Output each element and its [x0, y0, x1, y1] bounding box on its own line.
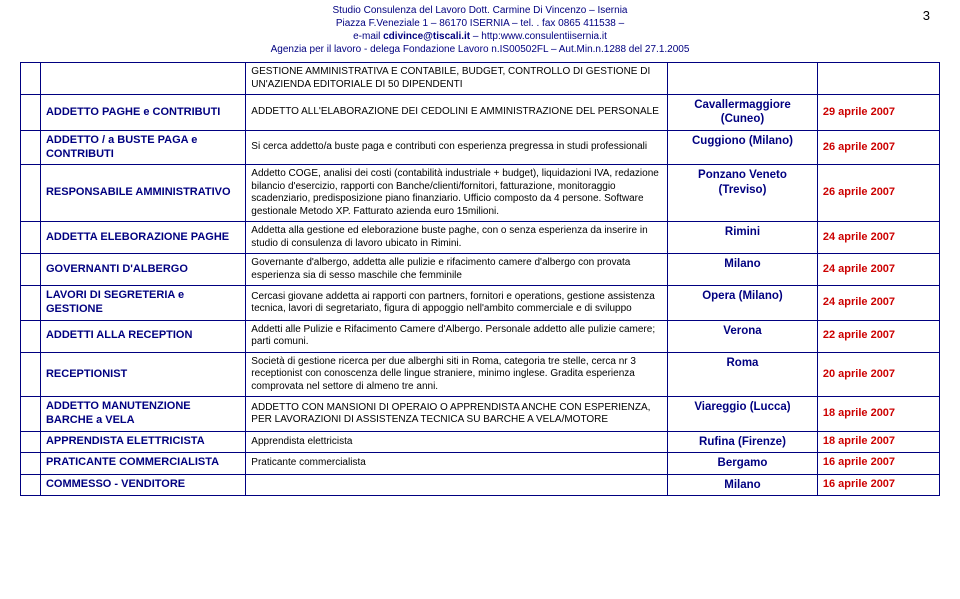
job-date: 16 aprile 2007	[817, 453, 939, 474]
job-location: Viareggio (Lucca)	[668, 397, 818, 432]
spacer-cell	[21, 95, 41, 131]
job-description: Addetto COGE, analisi dei costi (contabi…	[246, 165, 668, 222]
spacer-cell	[668, 63, 818, 95]
spacer-cell	[21, 286, 41, 321]
job-description: ADDETTO ALL'ELABORAZIONE DEI CEDOLINI E …	[246, 95, 668, 131]
table-row: APPRENDISTA ELETTRICISTAApprendista elet…	[21, 431, 940, 452]
top-desc: GESTIONE AMMINISTRATIVA E CONTABILE, BUD…	[246, 63, 668, 95]
page-header: 3 Studio Consulenza del Lavoro Dott. Car…	[20, 4, 940, 56]
spacer-cell	[21, 165, 41, 222]
job-description: ADDETTO CON MANSIONI DI OPERAIO O APPREN…	[246, 397, 668, 432]
job-location: Milano	[668, 474, 818, 495]
job-title: COMMESSO - VENDITORE	[40, 474, 245, 495]
job-description: Si cerca addetto/a buste paga e contribu…	[246, 130, 668, 165]
job-date: 26 aprile 2007	[817, 165, 939, 222]
job-title: LAVORI DI SEGRETERIA e GESTIONE	[40, 286, 245, 321]
job-description: Apprendista elettricista	[246, 431, 668, 452]
table-row: ADDETTO PAGHE e CONTRIBUTIADDETTO ALL'EL…	[21, 95, 940, 131]
table-header-row: GESTIONE AMMINISTRATIVA E CONTABILE, BUD…	[21, 63, 940, 95]
job-location: Cuggiono (Milano)	[668, 130, 818, 165]
job-title: GOVERNANTI D'ALBERGO	[40, 254, 245, 286]
job-title: ADDETTA ELEBORAZIONE PAGHE	[40, 222, 245, 254]
table-row: COMMESSO - VENDITORE Milano16 aprile 2007	[21, 474, 940, 495]
spacer-cell	[21, 63, 41, 95]
job-title: RESPONSABILE AMMINISTRATIVO	[40, 165, 245, 222]
job-location: Milano	[668, 254, 818, 286]
job-title: RECEPTIONIST	[40, 352, 245, 397]
job-description	[246, 474, 668, 495]
job-description: Addetti alle Pulizie e Rifacimento Camer…	[246, 320, 668, 352]
job-location: Rufina (Firenze)	[668, 431, 818, 452]
spacer-cell	[21, 222, 41, 254]
spacer-cell	[21, 130, 41, 165]
header-line-1: Studio Consulenza del Lavoro Dott. Carmi…	[20, 4, 940, 17]
job-title: ADDETTO / a BUSTE PAGA e CONTRIBUTI	[40, 130, 245, 165]
job-title: ADDETTI ALLA RECEPTION	[40, 320, 245, 352]
table-row: ADDETTO MANUTENZIONE BARCHE a VELAADDETT…	[21, 397, 940, 432]
job-date: 26 aprile 2007	[817, 130, 939, 165]
job-title: APPRENDISTA ELETTRICISTA	[40, 431, 245, 452]
table-row: RECEPTIONISTSocietà di gestione ricerca …	[21, 352, 940, 397]
header-line-3: e-mail cdivince@tiscali.it – http:www.co…	[20, 30, 940, 43]
spacer-cell	[817, 63, 939, 95]
job-date: 24 aprile 2007	[817, 222, 939, 254]
job-title: ADDETTO PAGHE e CONTRIBUTI	[40, 95, 245, 131]
job-date: 24 aprile 2007	[817, 286, 939, 321]
job-location: Verona	[668, 320, 818, 352]
table-row: ADDETTI ALLA RECEPTIONAddetti alle Puliz…	[21, 320, 940, 352]
job-date: 24 aprile 2007	[817, 254, 939, 286]
job-location: Roma	[668, 352, 818, 397]
job-description: Governante d'albergo, addetta alle puliz…	[246, 254, 668, 286]
job-description: Cercasi giovane addetta ai rapporti con …	[246, 286, 668, 321]
page-number: 3	[923, 8, 930, 25]
header-line-4: Agenzia per il lavoro - delega Fondazion…	[20, 43, 940, 56]
spacer-cell	[21, 352, 41, 397]
table-row: ADDETTA ELEBORAZIONE PAGHEAddetta alla g…	[21, 222, 940, 254]
job-description: Praticante commercialista	[246, 453, 668, 474]
table-row: ADDETTO / a BUSTE PAGA e CONTRIBUTISi ce…	[21, 130, 940, 165]
table-row: PRATICANTE COMMERCIALISTAPraticante comm…	[21, 453, 940, 474]
job-location: Bergamo	[668, 453, 818, 474]
spacer-cell	[21, 320, 41, 352]
table-row: LAVORI DI SEGRETERIA e GESTIONECercasi g…	[21, 286, 940, 321]
spacer-cell	[21, 431, 41, 452]
page: 3 Studio Consulenza del Lavoro Dott. Car…	[0, 0, 960, 496]
job-location: Ponzano Veneto (Treviso)	[668, 165, 818, 222]
job-description: Società di gestione ricerca per due albe…	[246, 352, 668, 397]
job-date: 22 aprile 2007	[817, 320, 939, 352]
job-location: Rimini	[668, 222, 818, 254]
job-location: Cavallermaggiore (Cuneo)	[668, 95, 818, 131]
jobs-table: GESTIONE AMMINISTRATIVA E CONTABILE, BUD…	[20, 62, 940, 496]
job-title: PRATICANTE COMMERCIALISTA	[40, 453, 245, 474]
spacer-cell	[21, 474, 41, 495]
spacer-cell	[21, 254, 41, 286]
table-row: RESPONSABILE AMMINISTRATIVOAddetto COGE,…	[21, 165, 940, 222]
job-title: ADDETTO MANUTENZIONE BARCHE a VELA	[40, 397, 245, 432]
job-date: 20 aprile 2007	[817, 352, 939, 397]
job-date: 16 aprile 2007	[817, 474, 939, 495]
job-description: Addetta alla gestione ed eleborazione bu…	[246, 222, 668, 254]
table-row: GOVERNANTI D'ALBERGOGovernante d'albergo…	[21, 254, 940, 286]
job-date: 18 aprile 2007	[817, 397, 939, 432]
job-date: 29 aprile 2007	[817, 95, 939, 131]
spacer-cell	[40, 63, 245, 95]
header-line-2: Piazza F.Veneziale 1 – 86170 ISERNIA – t…	[20, 17, 940, 30]
job-location: Opera (Milano)	[668, 286, 818, 321]
spacer-cell	[21, 453, 41, 474]
job-date: 18 aprile 2007	[817, 431, 939, 452]
spacer-cell	[21, 397, 41, 432]
